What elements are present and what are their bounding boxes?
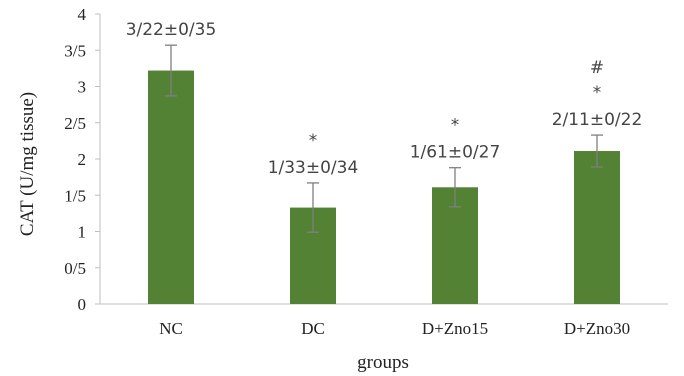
x-category-label: D+Zno30 bbox=[564, 319, 630, 338]
x-category-label: DC bbox=[301, 319, 325, 338]
y-axis-ticks: 0 0/5 1 1/5 2 2/5 3 3/5 4 bbox=[64, 5, 100, 314]
x-category-label: NC bbox=[159, 319, 183, 338]
bars: 3/22±0/35 1/33±0/34 * 1/61±0/27 * 2/11±0/22 # * bbox=[126, 20, 643, 304]
x-category-label: D+Zno15 bbox=[422, 319, 488, 338]
y-tick-label: 1/5 bbox=[64, 186, 86, 205]
y-tick-label: 0 bbox=[78, 295, 87, 314]
x-axis-title: groups bbox=[357, 352, 409, 373]
y-axis-title: CAT (U/mg tissue) bbox=[17, 92, 38, 236]
data-label: 2/11±0/22 bbox=[552, 110, 643, 130]
data-label: 1/61±0/27 bbox=[410, 143, 501, 163]
significance-mark: * bbox=[593, 83, 602, 103]
y-tick-label: 3/5 bbox=[64, 41, 86, 60]
data-label: 3/22±0/35 bbox=[126, 20, 217, 40]
y-tick-label: 1 bbox=[78, 223, 87, 242]
y-tick-label: 3 bbox=[78, 78, 87, 97]
y-tick-label: 4 bbox=[78, 5, 87, 24]
y-tick-label: 0/5 bbox=[64, 259, 86, 278]
x-axis-categories: NC DC D+Zno15 D+Zno30 bbox=[159, 319, 630, 338]
significance-mark: * bbox=[309, 131, 318, 151]
significance-mark: # bbox=[590, 58, 604, 78]
significance-mark: * bbox=[451, 116, 460, 136]
bar bbox=[148, 70, 194, 304]
y-tick-label: 2/5 bbox=[64, 114, 86, 133]
y-tick-label: 2 bbox=[78, 150, 87, 169]
bar bbox=[574, 151, 620, 304]
data-label: 1/33±0/34 bbox=[268, 158, 359, 178]
